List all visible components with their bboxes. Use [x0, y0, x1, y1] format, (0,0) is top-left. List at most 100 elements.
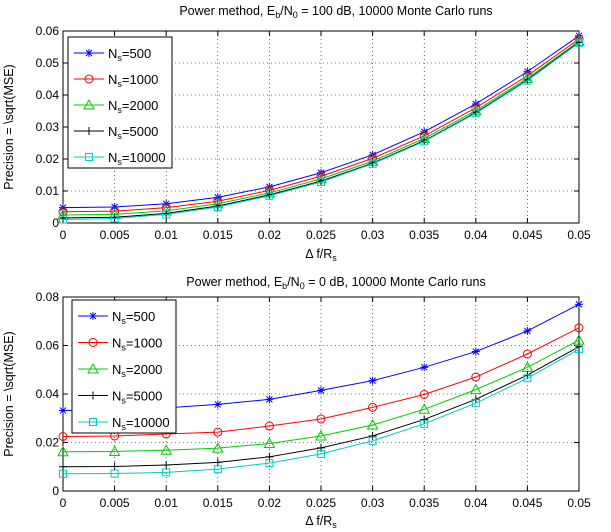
y-tick-label: 0	[52, 216, 59, 230]
y-tick-label: 0.06	[36, 339, 60, 353]
x-tick-label: 0.025	[306, 228, 336, 242]
data-point	[523, 326, 532, 335]
y-tick-label: 0.01	[36, 184, 60, 198]
x-tick-label: 0.01	[155, 496, 179, 510]
data-point	[419, 389, 429, 399]
x-tick-label: 0.03	[361, 496, 385, 510]
data-point	[213, 427, 223, 437]
x-tick-label: 0	[60, 228, 67, 242]
legend-entry: Ns=5000	[74, 124, 158, 141]
data-point	[317, 178, 325, 187]
series-line	[62, 42, 580, 220]
legend-label: Ns=2000	[108, 98, 158, 115]
data-point	[471, 109, 480, 118]
data-point	[110, 462, 119, 471]
data-point	[366, 419, 379, 430]
data-point	[265, 191, 274, 200]
chart-top-y-ticks: 0 0.01 0.02 0.03 0.04 0.05 0.06	[36, 24, 579, 230]
chart-bottom-y-ticks: 0 0.02 0.04 0.06 0.08	[36, 290, 579, 498]
series-square	[59, 38, 583, 224]
chart-bottom: Power method, Eb/N0 = 0 dB, 10000 Monte …	[2, 275, 591, 530]
data-point	[368, 376, 377, 385]
data-point	[213, 465, 222, 474]
x-tick-label: 0.03	[361, 228, 385, 242]
legend-marker	[85, 49, 93, 57]
data-point	[523, 374, 532, 383]
x-tick-label: 0.045	[512, 496, 542, 510]
data-point	[575, 300, 583, 309]
legend-label: Ns=5000	[108, 124, 158, 141]
data-point	[213, 400, 222, 409]
legend-entry: Ns=10000	[78, 415, 170, 432]
data-point	[522, 349, 532, 359]
data-point	[211, 442, 224, 453]
y-tick-label: 0.02	[36, 436, 60, 450]
legend-marker	[85, 153, 93, 161]
chart-bottom-title: Power method, Eb/N0 = 0 dB, 10000 Monte …	[186, 275, 485, 291]
data-point	[418, 403, 431, 414]
legend-marker	[84, 74, 94, 84]
data-point	[59, 213, 67, 222]
data-point	[420, 363, 429, 372]
chart-top: Power method, Eb/N0 = 100 dB, 10000 Mont…	[2, 4, 591, 263]
chart-bottom-y-axis-label: Precision = \sqrt(MSE)	[2, 331, 16, 456]
legend-entry: Ns=2000	[78, 362, 162, 379]
x-tick-label: 0.02	[258, 228, 282, 242]
data-point	[59, 462, 67, 471]
data-point	[317, 449, 325, 458]
legend-entry: Ns=1000	[74, 72, 158, 89]
x-tick-label: 0	[60, 496, 67, 510]
data-point	[368, 159, 377, 168]
chart-top-legend: Ns=500 Ns=1000 Ns=2000 Ns=5000 Ns=10000	[67, 36, 173, 169]
legend-entry: Ns=10000	[74, 150, 166, 167]
legend-label: Ns=1000	[108, 72, 158, 89]
x-tick-label: 0.035	[409, 496, 439, 510]
data-point	[469, 383, 482, 395]
chart-bottom-series	[57, 300, 585, 478]
data-point	[162, 468, 171, 477]
series-line	[62, 38, 580, 213]
y-tick-label: 0.05	[36, 56, 60, 70]
x-tick-label: 0.04	[464, 496, 488, 510]
x-tick-label: 0.005	[100, 228, 130, 242]
data-point	[264, 421, 274, 431]
data-point	[213, 458, 222, 467]
data-point	[162, 461, 171, 470]
x-tick-label: 0.02	[258, 496, 282, 510]
legend-marker	[83, 98, 95, 110]
y-tick-label: 0.04	[36, 387, 60, 401]
data-point	[263, 437, 276, 448]
legend-label: Ns=1000	[112, 336, 162, 353]
y-tick-label: 0.04	[36, 88, 60, 102]
chart-top-x-axis-label: Δ f/Rs	[305, 247, 337, 263]
legend-label: Ns=5000	[112, 389, 162, 406]
x-tick-label: 0.05	[567, 228, 591, 242]
data-point	[420, 415, 429, 424]
data-point	[317, 386, 325, 395]
x-tick-label: 0.015	[203, 496, 233, 510]
x-tick-label: 0.005	[100, 496, 130, 510]
legend-label: Ns=10000	[108, 150, 166, 167]
y-tick-label: 0.08	[36, 290, 60, 304]
legend-marker	[87, 362, 99, 374]
series-circle	[58, 323, 584, 441]
legend-entry: Ns=500	[78, 309, 155, 326]
legend-marker	[89, 391, 97, 400]
data-point	[368, 436, 377, 445]
data-point	[110, 214, 119, 223]
series-line	[62, 348, 580, 475]
data-point	[162, 210, 171, 219]
chart-top-x-ticks: 0 0.005 0.01 0.015 0.02 0.025 0.03 0.035 0.04 0.0…	[60, 31, 591, 242]
data-point	[575, 345, 583, 354]
data-point	[523, 76, 532, 85]
legend-label: Ns=500	[108, 46, 151, 63]
data-point	[265, 459, 274, 468]
chart-bottom-legend-box	[71, 299, 177, 434]
x-tick-label: 0.035	[409, 228, 439, 242]
data-point	[108, 445, 121, 456]
legend-label: Ns=500	[112, 309, 155, 326]
series-triangle	[57, 334, 585, 457]
data-point	[265, 395, 274, 404]
legend-entry: Ns=1000	[78, 336, 162, 353]
